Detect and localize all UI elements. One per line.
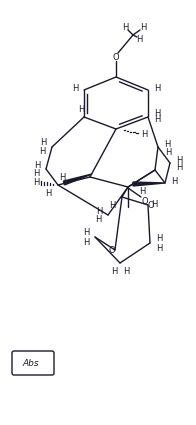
Text: H: H	[33, 178, 39, 187]
Text: H: H	[59, 173, 65, 181]
Text: H: H	[141, 130, 147, 139]
Text: H: H	[111, 266, 117, 275]
Text: H: H	[154, 83, 160, 93]
Text: H: H	[34, 161, 40, 170]
Text: H: H	[83, 238, 89, 246]
Text: H: H	[40, 138, 46, 147]
Text: H: H	[95, 215, 101, 224]
Text: H: H	[78, 105, 84, 113]
Text: H: H	[171, 176, 177, 185]
Text: H: H	[39, 147, 45, 156]
Text: H: H	[156, 244, 162, 252]
Text: H: H	[122, 23, 128, 31]
Text: O: O	[109, 246, 115, 255]
Polygon shape	[63, 174, 92, 185]
Text: H: H	[151, 199, 157, 209]
Text: H: H	[136, 34, 142, 43]
Text: Abs: Abs	[23, 359, 39, 368]
Text: O: O	[113, 53, 119, 62]
Text: H: H	[109, 201, 115, 210]
Polygon shape	[133, 182, 165, 186]
Text: H: H	[123, 266, 129, 275]
Text: H: H	[139, 187, 145, 196]
Text: H: H	[156, 233, 162, 243]
Text: H: H	[164, 139, 170, 148]
Text: H: H	[33, 168, 39, 178]
Text: H: H	[45, 189, 51, 198]
Text: H: H	[176, 162, 182, 172]
Text: H: H	[176, 156, 182, 164]
Text: H: H	[165, 147, 171, 156]
FancyBboxPatch shape	[12, 351, 54, 375]
Text: H: H	[96, 207, 102, 215]
Text: H: H	[72, 83, 78, 93]
Text: H: H	[154, 114, 160, 124]
Text: O: O	[142, 196, 148, 206]
Text: H: H	[140, 23, 146, 31]
Text: H: H	[83, 227, 89, 236]
Text: O: O	[148, 201, 154, 210]
Text: H: H	[154, 108, 160, 117]
